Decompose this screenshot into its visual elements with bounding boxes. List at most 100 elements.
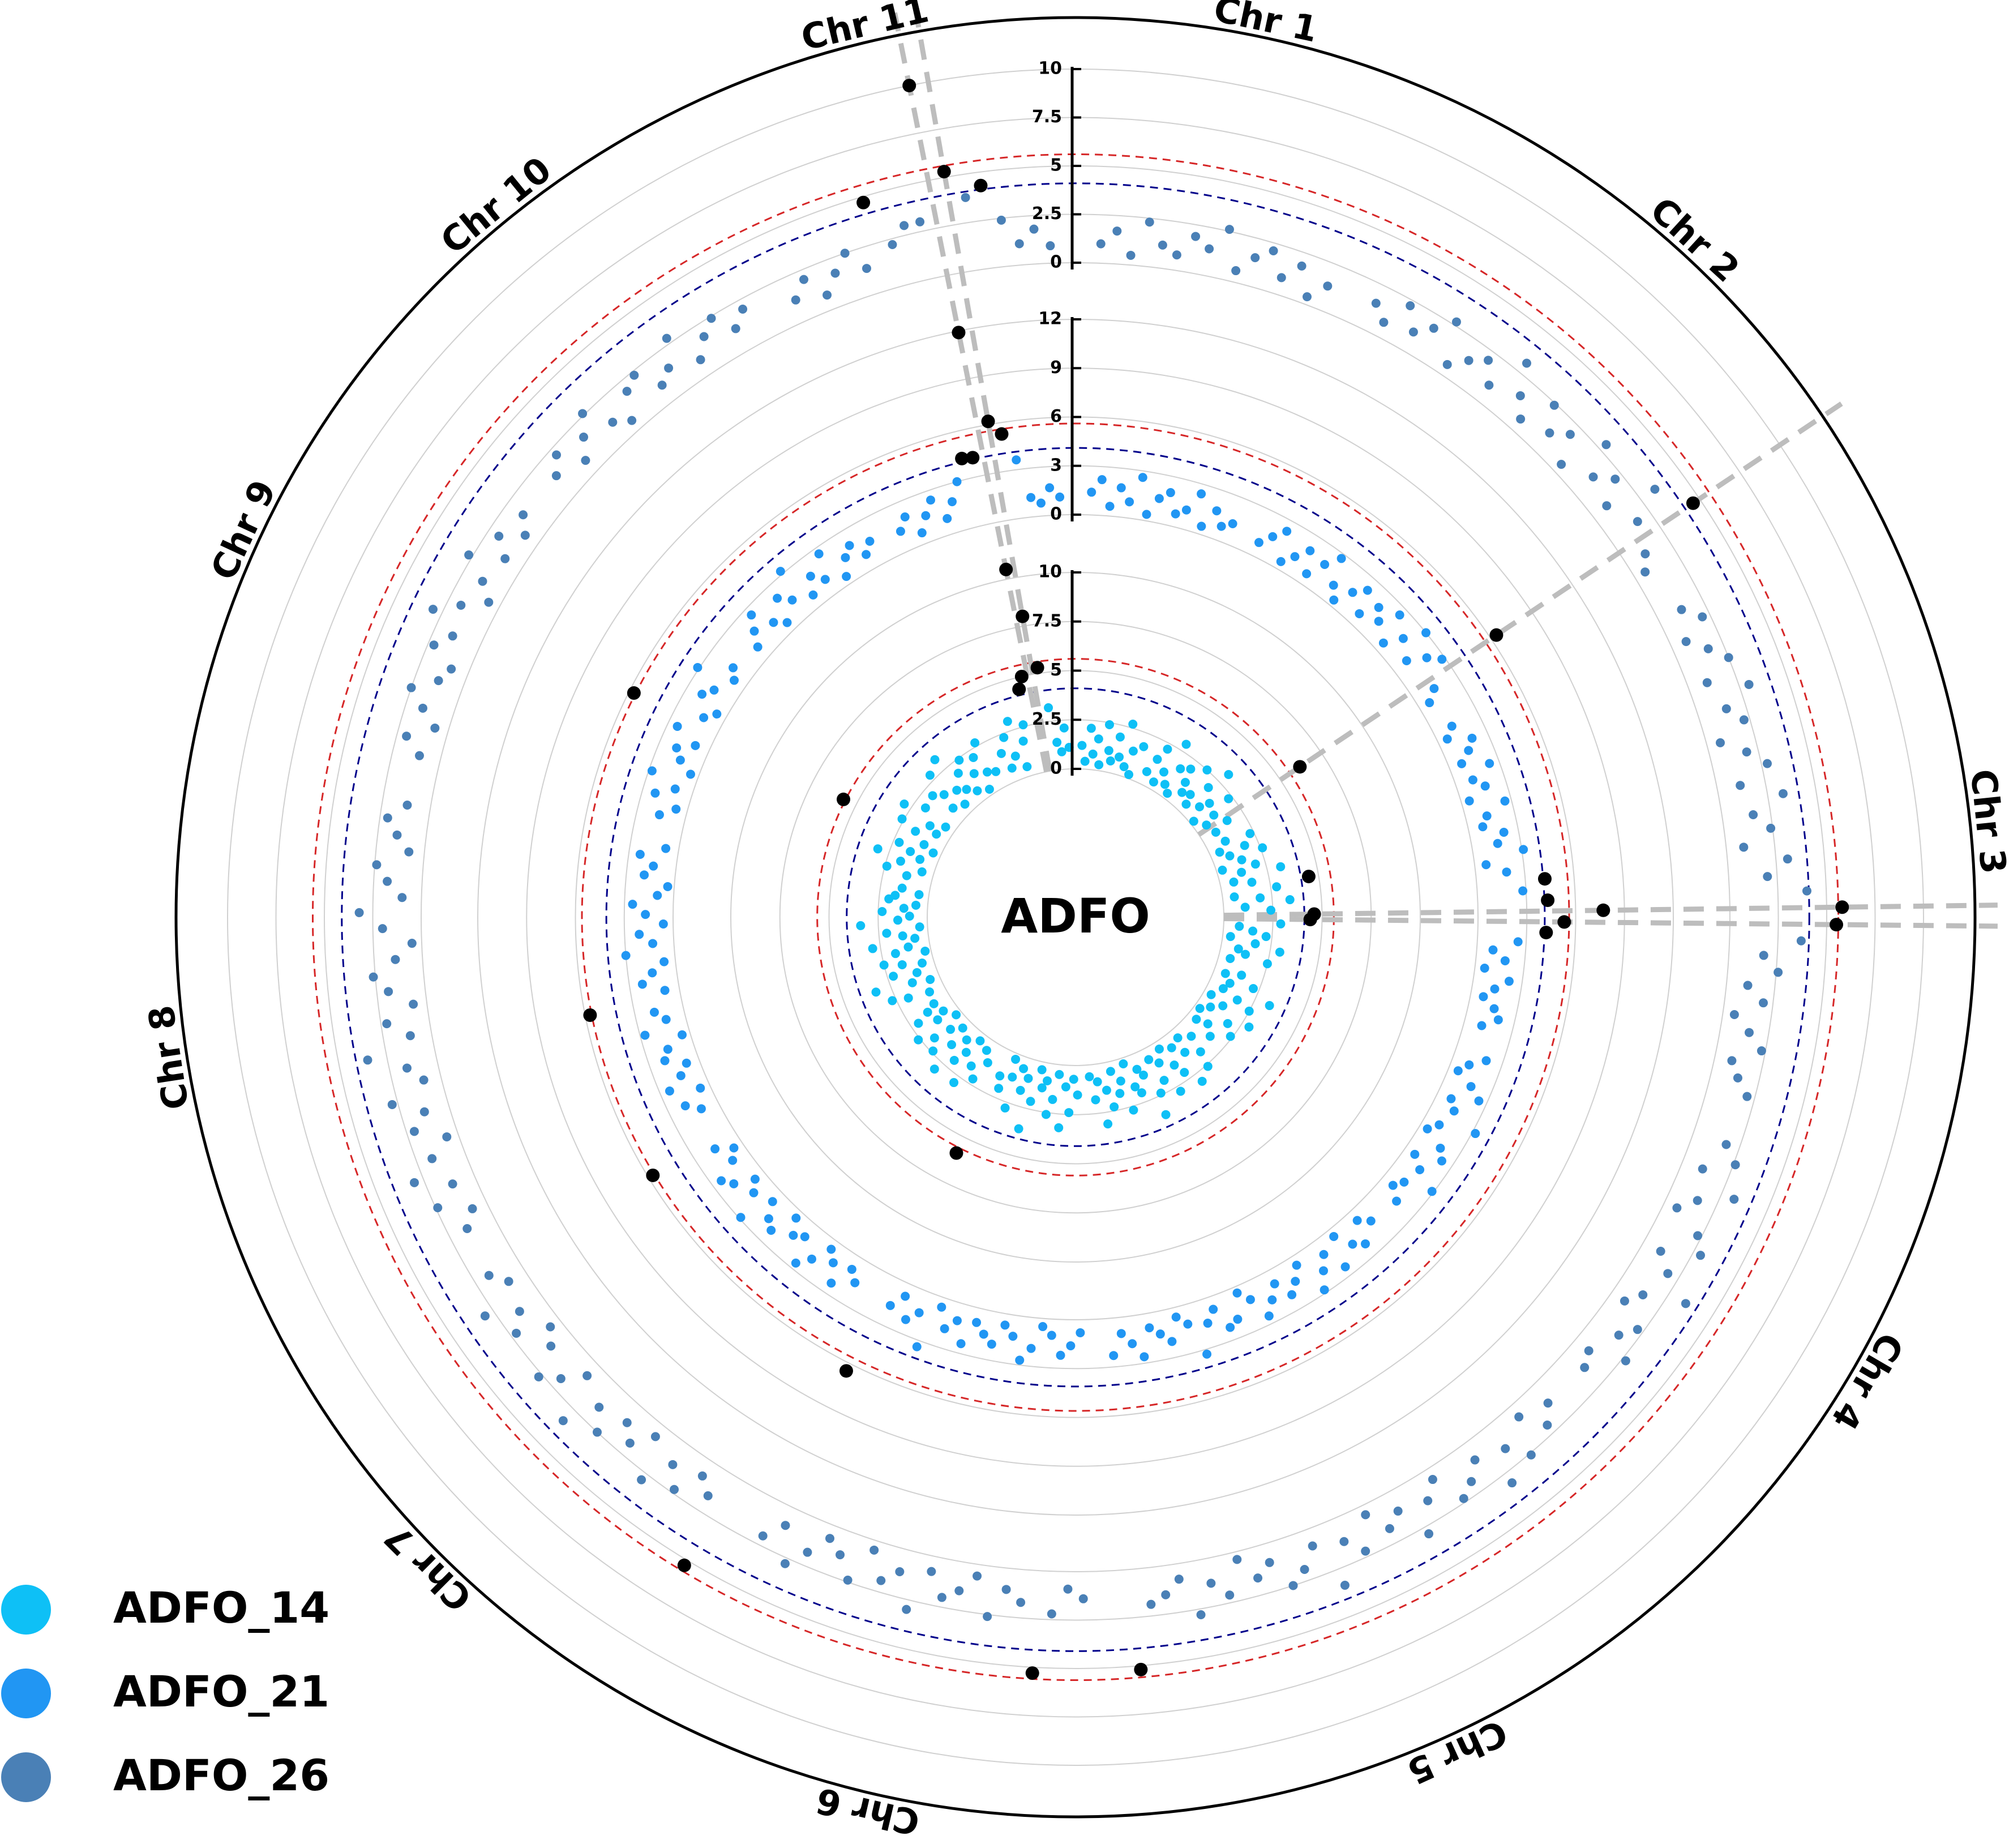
significant-point (1293, 760, 1307, 774)
point (1640, 567, 1650, 577)
significant-point (1537, 872, 1552, 886)
point (1185, 790, 1195, 799)
point (1519, 845, 1528, 854)
point (947, 1040, 957, 1050)
point (558, 1416, 568, 1426)
point (1228, 519, 1237, 529)
point (1290, 552, 1300, 562)
point (661, 1015, 671, 1024)
y-tick-label: 6 (1050, 407, 1062, 426)
point (1015, 1355, 1025, 1365)
point (1203, 1019, 1213, 1029)
point (1240, 902, 1250, 912)
point (925, 821, 935, 831)
point (830, 268, 840, 278)
point (1077, 741, 1087, 750)
point (1478, 822, 1488, 832)
point (1739, 715, 1749, 725)
point (954, 755, 964, 765)
point (1220, 836, 1230, 846)
point (897, 960, 907, 969)
point (1429, 323, 1438, 333)
point (952, 1316, 962, 1325)
point (1237, 970, 1246, 980)
point (1395, 610, 1404, 620)
point (1145, 217, 1154, 227)
point (1126, 250, 1136, 260)
point (991, 767, 1001, 776)
significant-point (966, 451, 980, 465)
point (1702, 678, 1712, 687)
point (1222, 816, 1232, 825)
point (1055, 1070, 1064, 1079)
point (930, 755, 940, 764)
point (1226, 1323, 1235, 1332)
legend-swatch (1, 1669, 51, 1718)
point (637, 979, 647, 989)
point (1109, 1351, 1119, 1361)
point (1425, 698, 1434, 708)
point (1464, 796, 1474, 806)
point (1468, 775, 1477, 785)
point (1423, 1496, 1433, 1505)
point (1721, 704, 1731, 713)
point (625, 1438, 635, 1448)
point (1361, 1510, 1370, 1520)
point (925, 987, 935, 997)
point (946, 1025, 956, 1034)
significant-point (856, 195, 871, 209)
point (865, 536, 875, 546)
point (1016, 1085, 1025, 1095)
point (1041, 1110, 1051, 1119)
point (973, 1571, 982, 1581)
point (1276, 273, 1286, 283)
point (820, 575, 830, 584)
point (1602, 501, 1612, 511)
point (1474, 1096, 1484, 1106)
point (929, 1064, 939, 1074)
point (1265, 1001, 1274, 1011)
point (1142, 767, 1151, 776)
point (1202, 765, 1212, 775)
point (1116, 1329, 1126, 1338)
point (442, 1132, 452, 1141)
point (703, 1491, 713, 1500)
point (1482, 811, 1492, 821)
point (649, 861, 658, 871)
point (1078, 1594, 1088, 1603)
point (1055, 492, 1065, 502)
point (969, 769, 979, 778)
point (1323, 281, 1333, 291)
point (987, 1340, 996, 1349)
point (456, 600, 466, 610)
point (1480, 963, 1489, 973)
point (1366, 1216, 1376, 1226)
point (1479, 992, 1488, 1002)
point (1261, 932, 1271, 942)
point (1181, 799, 1191, 809)
threshold-circle (341, 182, 1810, 1652)
point (1224, 770, 1233, 780)
point (898, 931, 907, 941)
point (889, 972, 898, 981)
point (961, 1047, 971, 1057)
point (1144, 1055, 1154, 1064)
point (661, 844, 671, 853)
point (920, 946, 930, 956)
point (372, 860, 382, 870)
point (409, 999, 418, 1009)
point (354, 908, 364, 917)
point (464, 550, 474, 560)
point (926, 495, 936, 505)
point (1155, 1329, 1165, 1339)
point (1048, 1094, 1057, 1104)
point (1244, 1022, 1254, 1032)
point (905, 912, 914, 921)
point (845, 541, 854, 550)
point (1446, 1094, 1456, 1103)
point (1264, 1311, 1274, 1321)
point (1022, 762, 1032, 772)
point (1093, 1077, 1102, 1086)
point (1171, 1312, 1181, 1322)
point (1160, 780, 1170, 789)
